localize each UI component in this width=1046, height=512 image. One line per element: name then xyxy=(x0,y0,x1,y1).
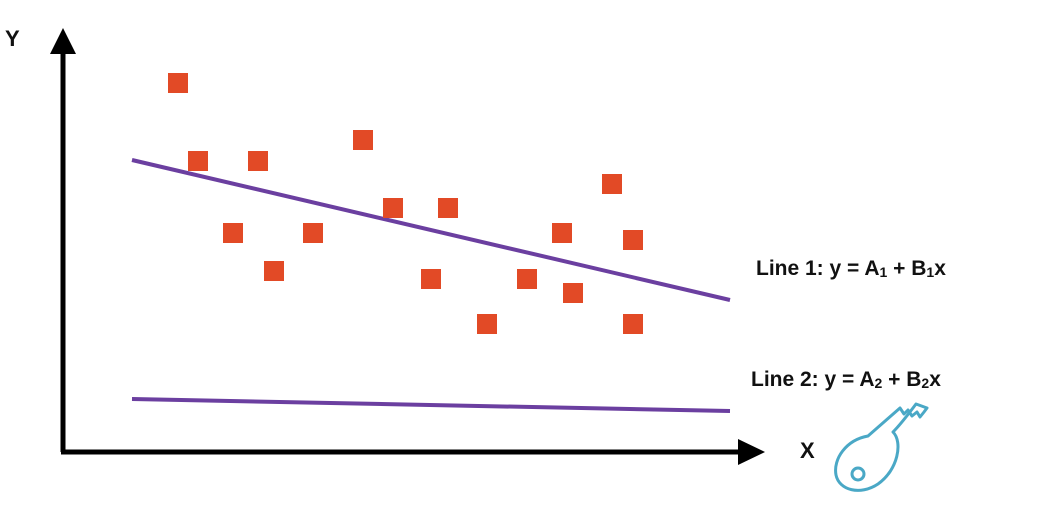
data-point xyxy=(248,151,268,171)
data-point xyxy=(383,198,403,218)
data-point xyxy=(623,314,643,334)
line-2-label-sub-a: 2 xyxy=(874,375,883,391)
line-2-label-mid: + B xyxy=(882,368,922,391)
data-point xyxy=(188,151,208,171)
data-point xyxy=(552,223,572,243)
data-point xyxy=(602,174,622,194)
data-point xyxy=(477,314,497,334)
line-1-label-prefix: Line 1: y = A xyxy=(756,257,880,280)
axes xyxy=(50,28,765,465)
key-icon xyxy=(834,402,929,492)
line-1 xyxy=(131,158,731,302)
data-point xyxy=(264,261,284,281)
data-point xyxy=(517,269,537,289)
data-points xyxy=(168,73,643,334)
line-2 xyxy=(131,397,731,413)
data-point xyxy=(223,223,243,243)
line-1-label-suffix: x xyxy=(934,257,946,280)
data-point xyxy=(303,223,323,243)
line-1-label: Line 1: y = A1 + B1x xyxy=(756,257,946,281)
line-1-label-sub-a: 1 xyxy=(879,264,888,280)
line-2-label-suffix: x xyxy=(929,368,941,391)
data-point xyxy=(563,283,583,303)
x-axis-label: X xyxy=(800,438,815,463)
data-point xyxy=(168,73,188,93)
data-point xyxy=(421,269,441,289)
line-1-label-mid: + B xyxy=(887,257,927,280)
data-point xyxy=(623,230,643,250)
line-2-label-sub-b: 2 xyxy=(921,375,930,391)
y-axis-arrow xyxy=(50,28,76,54)
data-point xyxy=(438,198,458,218)
line-1-label-sub-b: 1 xyxy=(926,264,935,280)
y-axis-label: Y xyxy=(5,26,20,51)
x-axis-arrow xyxy=(738,439,765,465)
line-2-label-prefix: Line 2: y = A xyxy=(751,368,875,391)
data-point xyxy=(353,130,373,150)
line-2-label: Line 2: y = A2 + B2x xyxy=(751,368,941,392)
